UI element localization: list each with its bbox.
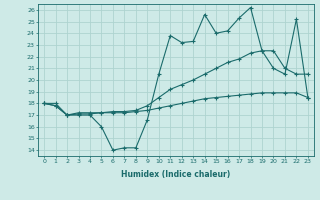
X-axis label: Humidex (Indice chaleur): Humidex (Indice chaleur) [121, 170, 231, 179]
